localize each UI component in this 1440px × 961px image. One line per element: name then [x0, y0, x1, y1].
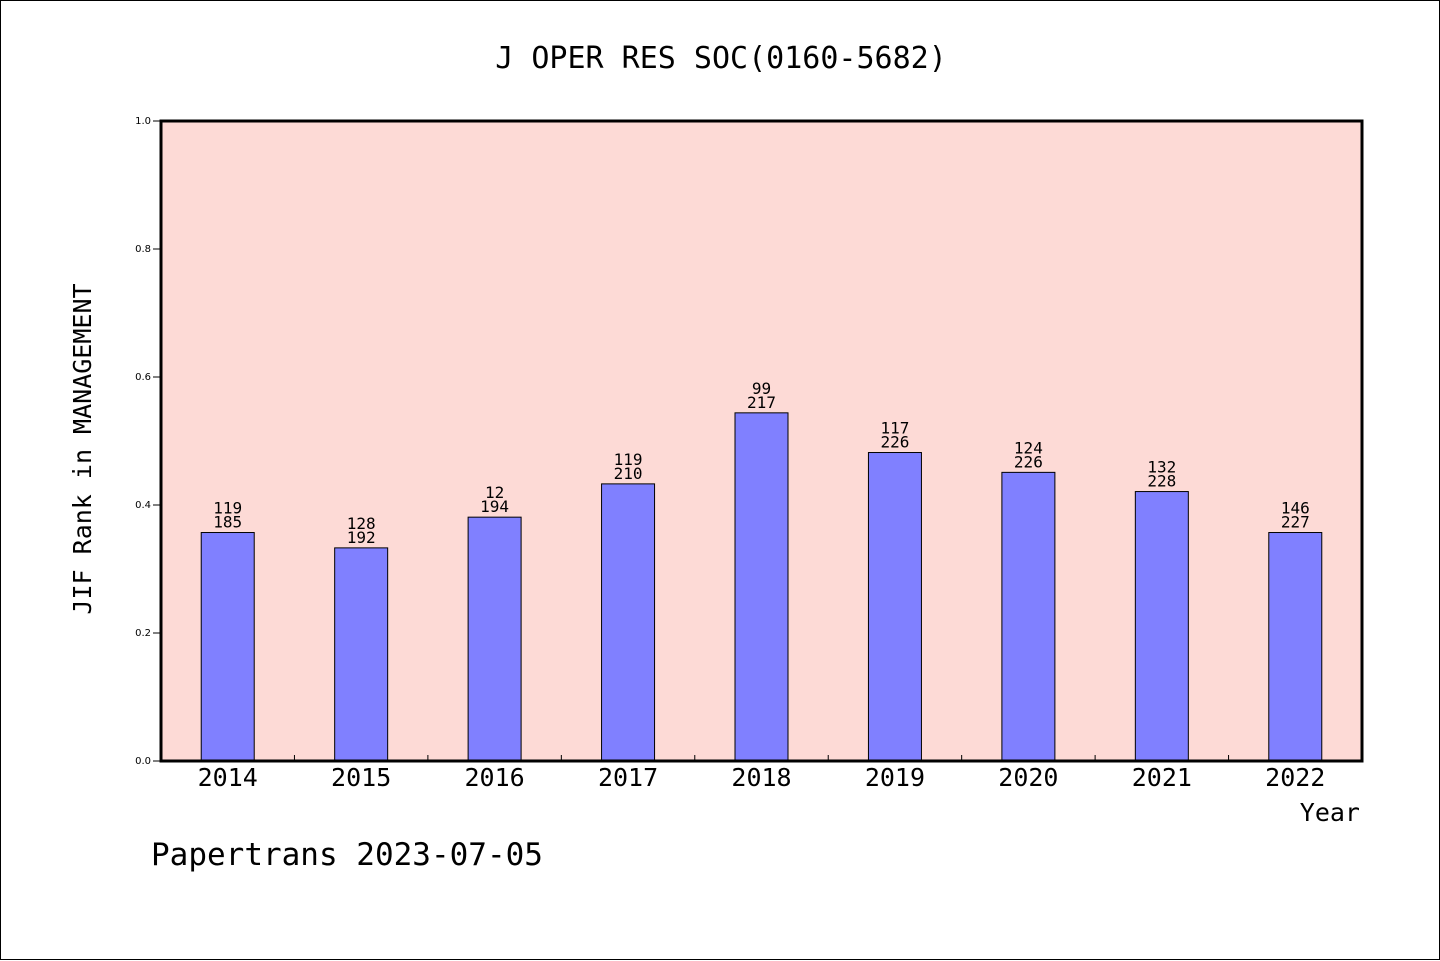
rank-label-2019: 117	[880, 419, 909, 438]
bar-2021	[1134, 491, 1189, 762]
total-label-2016: 194	[480, 497, 509, 516]
rank-label-2016: 12	[485, 483, 504, 502]
bar-2017	[601, 483, 656, 762]
total-label-2018: 217	[747, 393, 776, 412]
bar-2014	[200, 532, 255, 762]
rank-label-2017: 119	[614, 450, 643, 469]
x-tick-label-2018: 2018	[731, 763, 791, 792]
x-tick-label-2017: 2017	[598, 763, 658, 792]
bar-2018	[734, 412, 789, 762]
rank-label-2020: 124	[1014, 438, 1043, 457]
bar-2020	[1001, 471, 1056, 762]
rank-label-2018: 99	[752, 379, 771, 398]
x-axis: 2014 2015 2016 2017 2018 2019 2020 2021 2022	[198, 755, 1325, 792]
x-tick-label-2014: 2014	[198, 763, 258, 792]
x-tick-label-2019: 2019	[865, 763, 925, 792]
y-tick-label-3: 0.6	[135, 372, 151, 383]
x-tick-label-2022: 2022	[1265, 763, 1325, 792]
y-tick-label-2: 0.4	[135, 500, 151, 511]
x-tick-label-2015: 2015	[331, 763, 391, 792]
chart-title: J OPER RES SOC(0160-5682)	[495, 41, 947, 76]
x-tick-label-2016: 2016	[465, 763, 525, 792]
rank-label-2021: 132	[1147, 458, 1176, 477]
total-label-2019: 226	[880, 433, 909, 452]
y-tick-label-1: 0.2	[135, 628, 151, 639]
rank-label-2022: 146	[1281, 499, 1310, 518]
x-tick-label-2021: 2021	[1132, 763, 1192, 792]
bar-series	[200, 412, 1323, 762]
total-label-2021: 228	[1147, 472, 1176, 491]
rank-label-2015: 128	[347, 514, 376, 533]
total-label-2015: 192	[347, 528, 376, 547]
y-tick-label-5: 1.0	[135, 116, 151, 127]
bar-2019	[867, 452, 922, 762]
rank-label-2014: 119	[213, 499, 242, 518]
bar-2016	[467, 516, 522, 762]
total-label-2014: 185	[213, 513, 242, 532]
y-axis-label: JIF Rank in MANAGEMENT	[68, 283, 97, 614]
plot-border	[159, 119, 1364, 763]
x-axis-label: Year	[1300, 798, 1360, 827]
credit-footer: Papertrans 2023-07-05	[151, 837, 543, 873]
total-label-2022: 227	[1281, 513, 1310, 532]
y-tick-label-0: 0.0	[135, 756, 151, 767]
bar-2015	[334, 547, 389, 762]
bar-2022	[1268, 532, 1323, 762]
y-axis: 0.0 0.2 0.4 0.6 0.8 1.0	[135, 116, 161, 767]
x-tick-label-2020: 2020	[998, 763, 1058, 792]
total-label-2020: 226	[1014, 452, 1043, 471]
y-tick-label-4: 0.8	[135, 244, 151, 255]
total-label-2017: 210	[614, 464, 643, 483]
